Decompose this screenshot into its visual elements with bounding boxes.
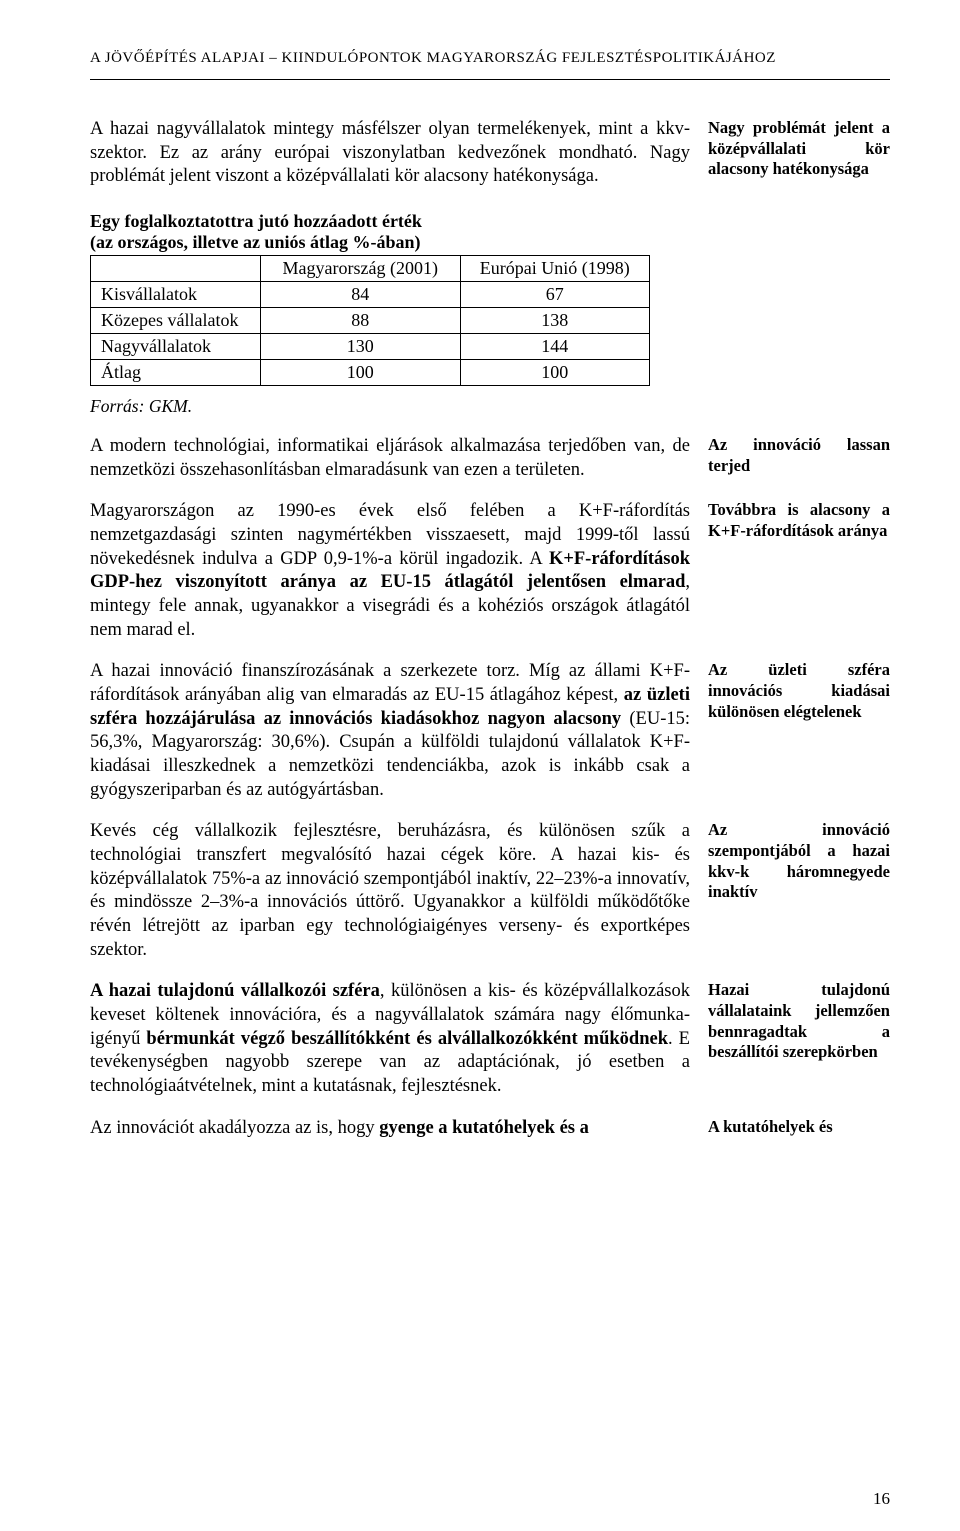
para-block-3: Magyarországon az 1990-es évek első felé… [90, 500, 890, 642]
para1-sidenote: Nagy problémát jelent a középvállalati k… [708, 118, 890, 180]
table-source: Forrás: GKM. [90, 396, 890, 417]
para-block-7: Az innovációt akadályozza az is, hogy gy… [90, 1117, 890, 1141]
table-row: Átlag 100 100 [91, 360, 650, 386]
para5-sidenote: Az innováció szempontjából a hazai kkv-k… [708, 820, 890, 903]
running-head: A JÖVŐÉPÍTÉS ALAPJAI – KIINDULÓPONTOK MA… [90, 50, 890, 67]
cell: 100 [460, 360, 649, 386]
para2-body: A modern technológiai, informatikai eljá… [90, 435, 690, 482]
table-subtitle: (az országos, illetve az uniós átlag %-á… [90, 232, 890, 253]
cell: 100 [260, 360, 460, 386]
para4-sidenote: Az üzleti szféra innovációs kiadásai kül… [708, 660, 890, 722]
para3-body: Magyarországon az 1990-es évek első felé… [90, 500, 690, 642]
para-block-5: Kevés cég vállalkozik fejlesztésre, beru… [90, 820, 890, 962]
para7-bold: gyenge a kutatóhelyek és a [379, 1118, 589, 1138]
table-block: Egy foglalkoztatottra jutó hozzáadott ér… [90, 211, 890, 417]
rowhead: Átlag [91, 360, 261, 386]
col-empty [91, 256, 261, 282]
rowhead: Kisvállalatok [91, 282, 261, 308]
cell: 130 [260, 334, 460, 360]
para5-body: Kevés cég vállalkozik fejlesztésre, beru… [90, 820, 690, 962]
para-block-1: A hazai nagyvállalatok mintegy másfélsze… [90, 118, 890, 189]
cell: 138 [460, 308, 649, 334]
header-rule [90, 79, 890, 80]
para7-pre: Az innovációt akadályozza az is, hogy [90, 1118, 379, 1138]
data-table: Magyarország (2001) Európai Unió (1998) … [90, 255, 650, 386]
para3-sidenote: Továbbra is alacsony a K+F-ráfordítások … [708, 500, 890, 541]
para4-body: A hazai innováció finanszírozásának a sz… [90, 660, 690, 802]
para-block-6: A hazai tulajdonú vállalkozói szféra, kü… [90, 980, 890, 1098]
para2-sidenote: Az innováció lassan terjed [708, 435, 890, 476]
para7-sidenote: A kutatóhelyek és [708, 1117, 890, 1138]
col-eu: Európai Unió (1998) [460, 256, 649, 282]
cell: 144 [460, 334, 649, 360]
para6-bold1: A hazai tulajdonú vállalkozói szféra [90, 981, 380, 1001]
para7-body: Az innovációt akadályozza az is, hogy gy… [90, 1117, 690, 1141]
cell: 84 [260, 282, 460, 308]
table-header-row: Magyarország (2001) Európai Unió (1998) [91, 256, 650, 282]
table-title: Egy foglalkoztatottra jutó hozzáadott ér… [90, 211, 890, 232]
table-row: Közepes vállalatok 88 138 [91, 308, 650, 334]
rowhead: Közepes vállalatok [91, 308, 261, 334]
para-block-2: A modern technológiai, informatikai eljá… [90, 435, 890, 482]
para1-body: A hazai nagyvállalatok mintegy másfélsze… [90, 118, 690, 189]
table-row: Nagyvállalatok 130 144 [91, 334, 650, 360]
page: A JÖVŐÉPÍTÉS ALAPJAI – KIINDULÓPONTOK MA… [0, 0, 960, 1531]
para6-bold2: bérmunkát végző beszállítókként és alvál… [146, 1029, 668, 1049]
rowhead: Nagyvállalatok [91, 334, 261, 360]
para4-pre: A hazai innováció finanszírozásának a sz… [90, 661, 690, 705]
cell: 67 [460, 282, 649, 308]
para-block-4: A hazai innováció finanszírozásának a sz… [90, 660, 890, 802]
para6-sidenote: Hazai tulajdonú vállalataink jellemzően … [708, 980, 890, 1063]
col-hungary: Magyarország (2001) [260, 256, 460, 282]
para6-body: A hazai tulajdonú vállalkozói szféra, kü… [90, 980, 690, 1098]
cell: 88 [260, 308, 460, 334]
page-number: 16 [873, 1489, 890, 1509]
table-row: Kisvállalatok 84 67 [91, 282, 650, 308]
